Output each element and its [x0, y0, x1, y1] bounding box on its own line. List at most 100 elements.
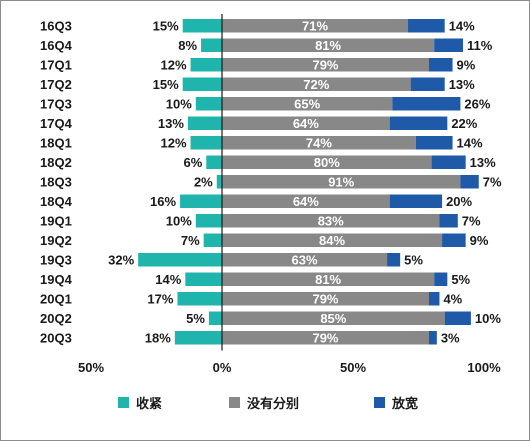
legend: 收紧 没有分别 放宽 — [118, 396, 418, 412]
label-no-change-18Q4: 64% — [293, 194, 319, 209]
x-tick-label: 0% — [213, 360, 232, 375]
bars-layer — [138, 19, 479, 345]
legend-swatch — [229, 397, 240, 408]
bar-no-change-19Q2 — [222, 233, 443, 247]
bar-tighten-17Q4 — [187, 116, 222, 130]
label-loosen-19Q4: 5% — [451, 272, 470, 287]
label-no-change-17Q1: 79% — [312, 57, 338, 72]
label-no-change-19Q4: 81% — [315, 272, 341, 287]
label-loosen-18Q2: 13% — [470, 155, 496, 170]
x-tick-label: 100% — [467, 360, 501, 375]
bar-no-change-16Q3 — [222, 19, 409, 33]
category-label-17Q2: 17Q2 — [40, 77, 72, 92]
bar-tighten-20Q3 — [174, 331, 222, 345]
bar-tighten-18Q1 — [190, 136, 222, 150]
bar-no-change-18Q4 — [222, 194, 390, 208]
bar-no-change-18Q1 — [222, 136, 416, 150]
bar-loosen-18Q4 — [389, 194, 443, 208]
category-label-18Q3: 18Q3 — [40, 174, 72, 189]
category-label-19Q3: 19Q3 — [40, 252, 72, 267]
label-loosen-18Q4: 20% — [446, 194, 472, 209]
category-label-17Q4: 17Q4 — [40, 116, 73, 131]
label-tighten-16Q4: 8% — [178, 38, 197, 53]
bar-tighten-17Q1 — [190, 58, 222, 72]
bar-no-change-19Q4 — [222, 272, 435, 286]
x-axis-ticks: 50% 0% 50% 100% — [78, 360, 501, 375]
label-loosen-20Q1: 4% — [443, 291, 462, 306]
label-tighten-20Q3: 18% — [145, 330, 171, 345]
label-loosen-17Q3: 26% — [464, 96, 490, 111]
label-tighten-17Q4: 13% — [158, 116, 184, 131]
bar-loosen-17Q4 — [389, 116, 448, 130]
category-label-20Q3: 20Q3 — [40, 330, 72, 345]
bar-no-change-18Q3 — [222, 175, 461, 189]
label-tighten-17Q1: 12% — [161, 57, 187, 72]
bar-no-change-16Q4 — [222, 38, 435, 52]
label-no-change-20Q2: 85% — [320, 311, 346, 326]
bar-loosen-16Q4 — [434, 38, 464, 52]
bar-tighten-16Q3 — [182, 19, 222, 33]
label-no-change-18Q1: 74% — [306, 135, 332, 150]
category-label-20Q1: 20Q1 — [40, 291, 72, 306]
bar-loosen-20Q1 — [428, 292, 440, 306]
category-label-16Q4: 16Q4 — [40, 38, 73, 53]
category-label-19Q2: 19Q2 — [40, 233, 72, 248]
x-tick-label: 50% — [340, 360, 366, 375]
bar-loosen-19Q4 — [434, 272, 448, 286]
label-loosen-18Q1: 14% — [457, 135, 483, 150]
category-label-19Q4: 19Q4 — [40, 272, 73, 287]
x-tick-label: 50% — [78, 360, 104, 375]
label-tighten-17Q2: 15% — [153, 77, 179, 92]
label-tighten-17Q3: 10% — [166, 96, 192, 111]
label-loosen-19Q3: 5% — [404, 252, 423, 267]
category-label-19Q1: 19Q1 — [40, 213, 72, 228]
label-loosen-17Q2: 13% — [449, 77, 475, 92]
bar-loosen-18Q2 — [431, 155, 466, 169]
label-tighten-20Q2: 5% — [186, 311, 205, 326]
label-tighten-19Q3: 32% — [108, 252, 134, 267]
bar-no-change-18Q2 — [222, 155, 432, 169]
bar-no-change-19Q3 — [222, 253, 388, 267]
category-label-17Q3: 17Q3 — [40, 96, 72, 111]
category-label-20Q2: 20Q2 — [40, 311, 72, 326]
label-tighten-19Q2: 7% — [181, 233, 200, 248]
bar-loosen-17Q1 — [428, 58, 453, 72]
label-loosen-17Q1: 9% — [457, 57, 476, 72]
value-labels: 15% 71% 14% 8% 81% 11% 12% 79% 9% 15% 72% 13% 10% 65%… — [108, 18, 502, 345]
label-tighten-18Q3: 2% — [194, 174, 213, 189]
label-no-change-16Q4: 81% — [315, 38, 341, 53]
label-no-change-17Q3: 65% — [294, 96, 320, 111]
label-loosen-19Q1: 7% — [462, 213, 481, 228]
bar-loosen-19Q3 — [387, 253, 401, 267]
legend-swatch — [374, 397, 385, 408]
label-no-change-17Q4: 64% — [293, 116, 319, 131]
legend-label: 放宽 — [391, 396, 418, 412]
bar-tighten-19Q2 — [203, 233, 222, 247]
label-no-change-18Q3: 91% — [328, 174, 354, 189]
category-label-16Q3: 16Q3 — [40, 18, 72, 33]
label-no-change-17Q2: 72% — [303, 77, 329, 92]
label-loosen-18Q3: 7% — [483, 174, 502, 189]
bar-no-change-17Q1 — [222, 58, 429, 72]
label-tighten-19Q1: 10% — [166, 213, 192, 228]
bar-loosen-18Q1 — [415, 136, 453, 150]
label-loosen-20Q2: 10% — [475, 311, 501, 326]
legend-swatch — [118, 397, 129, 408]
bar-loosen-20Q3 — [428, 331, 437, 345]
bar-loosen-17Q3 — [392, 97, 461, 111]
label-tighten-16Q3: 15% — [153, 18, 179, 33]
category-labels: 16Q3 16Q4 17Q1 17Q2 17Q3 17Q4 18Q1 18Q2 18Q3 18Q4… — [40, 18, 73, 345]
bar-no-change-20Q1 — [222, 292, 429, 306]
bar-no-change-19Q1 — [222, 214, 440, 228]
label-tighten-19Q4: 14% — [155, 272, 181, 287]
label-no-change-20Q1: 79% — [312, 291, 338, 306]
label-no-change-18Q2: 80% — [314, 155, 340, 170]
bar-no-change-20Q3 — [222, 331, 429, 345]
bar-tighten-19Q1 — [195, 214, 222, 228]
label-tighten-18Q2: 6% — [183, 155, 202, 170]
label-loosen-20Q3: 3% — [441, 330, 460, 345]
label-tighten-20Q1: 17% — [147, 291, 173, 306]
bar-tighten-18Q2 — [206, 155, 222, 169]
bar-tighten-17Q2 — [182, 77, 222, 91]
category-label-18Q2: 18Q2 — [40, 155, 72, 170]
